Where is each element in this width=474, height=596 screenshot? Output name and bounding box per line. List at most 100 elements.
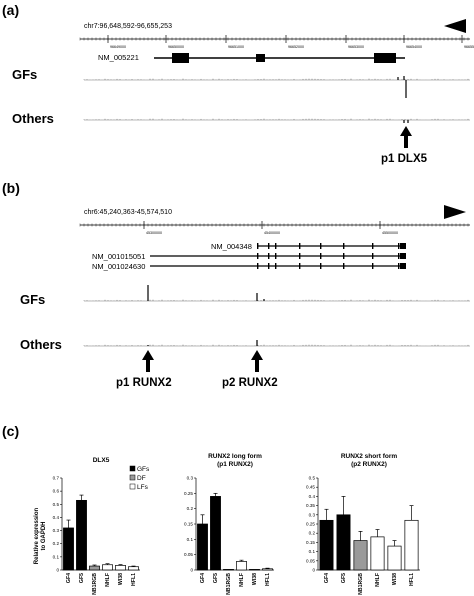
x-tick-label: GF4 [66, 573, 72, 583]
ruler-tick-label: 96651000 [228, 45, 244, 49]
panel-a-signal-tracks [83, 76, 470, 123]
bar [76, 499, 87, 571]
legend-label-df: DF [137, 475, 146, 482]
x-tick-label: GF4 [200, 573, 206, 583]
y-tick-label: 0 [190, 568, 193, 573]
bar-charts: DLX5 0 0.1 0.2 0.3 0.4 0.5 0.6 0.7 GF4 GF5 NB1RGB NH… [53, 453, 420, 595]
gene-exon [343, 253, 345, 259]
bar [89, 565, 100, 571]
ruler-tick-label: 96652000 [288, 45, 304, 49]
y-tick-label: 0.25 [306, 522, 315, 527]
y-tick-label: 0 [56, 568, 59, 573]
gene-exon [268, 253, 270, 259]
bar [370, 536, 385, 571]
gene-exon [299, 263, 301, 269]
bar-chart: DLX5 0 0.1 0.2 0.3 0.4 0.5 0.6 0.7 GF4 GF5 NB1RGB NH… [53, 457, 140, 595]
x-tick-label: GF5 [79, 573, 85, 583]
track-label-gfs: GFs [20, 292, 45, 307]
y-tick-label: 0.3 [309, 512, 316, 517]
x-tick-label: NB1RGB [92, 573, 98, 595]
gene-exon [320, 243, 322, 249]
y-tick-label: 0.1 [53, 554, 60, 559]
gene-exon [343, 243, 345, 249]
gene-exon [299, 243, 301, 249]
up-arrow-icon [400, 126, 412, 148]
gene-exon [257, 243, 259, 249]
gene-label: NM_001015051 [92, 252, 145, 261]
panel-b-signal-tracks [83, 285, 470, 347]
gene-exon [398, 253, 400, 259]
legend-swatch-gfs [129, 465, 136, 472]
panel-a-label: (a) [2, 2, 19, 18]
ruler-tick-label: 45500000 [382, 231, 398, 235]
y-tick-label: 0.5 [53, 502, 60, 507]
bar [115, 565, 126, 571]
x-tick-label: HFL1 [131, 573, 137, 586]
y-tick-label: 0.5 [309, 476, 316, 481]
x-tick-label: NHLF [105, 573, 111, 587]
gene-label: NM_005221 [98, 53, 139, 62]
gene-exon [172, 53, 189, 63]
y-axis-title-line2: to GAPDH [41, 522, 47, 551]
gene-exon [398, 243, 400, 249]
direction-arrow-icon [444, 19, 466, 33]
x-tick-label: HFL1 [265, 573, 271, 586]
y-tick-label: 0.7 [53, 476, 60, 481]
x-tick-label: HFL1 [409, 573, 415, 586]
y-tick-label: 0.1 [309, 549, 316, 554]
up-arrow-icon [251, 350, 263, 372]
legend-label-gfs: GFs [137, 466, 150, 473]
y-tick-label: 0.45 [306, 485, 315, 490]
chart-title: DLX5 [93, 457, 110, 464]
ruler-tick-label: 96649000 [110, 45, 126, 49]
gene-label: NM_004348 [211, 242, 252, 251]
y-tick-label: 0.1 [187, 537, 194, 542]
y-tick-label: 0.15 [306, 540, 315, 545]
bar [262, 568, 273, 571]
x-tick-label: NB1RGB [358, 573, 364, 595]
track-label-others: Others [12, 111, 54, 126]
gene-exon [275, 253, 277, 259]
x-tick-label: GF5 [341, 573, 347, 583]
x-tick-label: WI38 [392, 573, 398, 585]
ruler-tick-label: 96653000 [348, 45, 364, 49]
legend-swatch-df [129, 474, 136, 481]
ruler-tick-label: 96655000 [464, 45, 474, 49]
panel-a-coords: chr7:96,648,592-96,655,253 [84, 23, 172, 30]
bar [197, 523, 208, 571]
ruler-tick-label: 45400000 [264, 231, 280, 235]
panel-a-ruler: 96649000 96650000 96651000 96652000 96653000… [79, 35, 474, 49]
bar [236, 561, 247, 571]
gene-exon [299, 253, 301, 259]
gene-exon [257, 253, 259, 259]
chart-title: RUNX2 short form [341, 453, 398, 460]
y-tick-label: 0.6 [53, 489, 60, 494]
y-tick-label: 0.2 [187, 506, 194, 511]
gene-exon [398, 263, 400, 269]
y-axis-title: Relative expression to GAPDH [34, 507, 47, 564]
chart-subtitle: (p2 RUNX2) [351, 461, 387, 468]
legend-label-lfs: LFs [137, 484, 149, 491]
y-tick-label: 0 [312, 568, 315, 573]
gene-exon [268, 243, 270, 249]
y-tick-label: 0.2 [309, 531, 316, 536]
x-tick-label: GF4 [324, 573, 330, 583]
bar [353, 540, 368, 571]
y-axis-title-line1: Relative expression [34, 507, 40, 564]
x-tick-label: NHLF [239, 573, 245, 587]
bar-chart: RUNX2 short form(p2 RUNX2) 0 0.05 0.1 0.15 0.… [306, 453, 420, 595]
chart-title: RUNX2 long form [208, 453, 262, 460]
y-tick-label: 0.4 [53, 515, 60, 520]
gene-exon [372, 253, 374, 259]
gene-exon [372, 263, 374, 269]
legend-swatch-lfs [129, 483, 136, 490]
bar [336, 514, 351, 571]
gene-exon [257, 263, 259, 269]
promoter-label-p2: p2 RUNX2 [222, 377, 278, 389]
gene-exon [275, 263, 277, 269]
gene-exon [400, 263, 406, 269]
chart-subtitle: (p1 RUNX2) [217, 461, 253, 468]
gene-label: NM_001024630 [92, 262, 145, 271]
gene-exon [320, 253, 322, 259]
